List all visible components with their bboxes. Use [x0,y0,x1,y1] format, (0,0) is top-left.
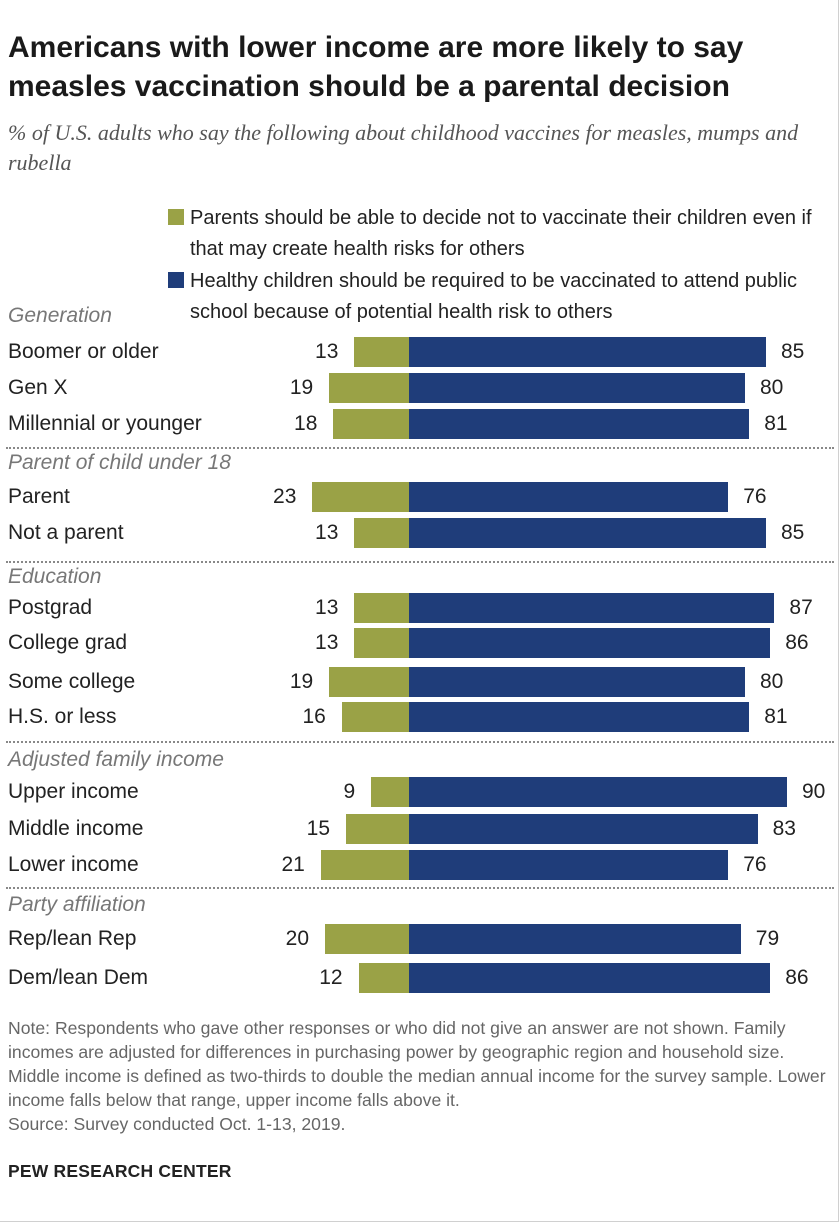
value-label-green: 20 [285,927,309,950]
group-separator [6,741,834,743]
chart-title: Americans with lower income are more lik… [8,31,744,103]
group-separator [6,561,834,563]
group-label: Party affiliation [8,893,146,916]
bar-blue [409,409,750,439]
value-label-green: 12 [319,966,343,989]
value-label-blue: 76 [743,853,767,876]
row-label: Dem/lean Dem [8,966,149,989]
value-label-blue: 79 [755,927,780,950]
bar-green [354,337,409,367]
row-label: Some college [8,670,136,693]
value-label-green: 15 [306,817,330,840]
row-label: Rep/lean Rep [8,927,137,950]
bar-green [325,924,409,954]
chart-subtitle: % of U.S. adults who say the following a… [8,120,799,175]
bar-blue [409,850,729,880]
value-label-green: 13 [315,340,339,363]
value-label-blue: 81 [764,705,788,728]
brand-logo-text: PEW RESEARCH CENTER [8,1161,232,1181]
bar-green [341,702,409,732]
chart-note: Note: Respondents who gave other respons… [8,1016,834,1136]
value-label-green: 13 [315,631,339,654]
row-label: Gen X [8,376,68,399]
bar-blue [409,593,775,623]
group-separator [6,447,834,449]
source-text: Source: Survey conducted Oct. 1-13, 2019… [8,1114,346,1134]
value-label-blue: 86 [785,631,809,654]
row-label: Middle income [8,817,144,840]
bar-green [312,482,409,512]
bar-green [329,667,409,697]
legend-swatch-green [168,209,184,225]
bar-blue [409,924,741,954]
value-label-green: 23 [273,485,297,508]
value-label-blue: 85 [781,340,805,363]
row-label: Not a parent [8,521,124,544]
row-label: Postgrad [8,596,93,619]
bar-green [354,518,409,548]
group-label: Education [8,565,102,588]
legend-label-green: Parents should be able to decide not to … [190,207,812,260]
value-label-green: 19 [289,376,314,399]
bar-green [329,373,409,403]
value-label-green: 19 [289,670,314,693]
group-label: Generation [8,304,112,327]
bar-blue [409,963,771,993]
bar-green [358,963,409,993]
value-label-blue: 76 [743,485,767,508]
value-label-green: 21 [281,853,305,876]
bar-green [371,777,409,807]
value-label-green: 18 [294,412,318,435]
value-label-blue: 80 [760,376,784,399]
bar-green [354,593,409,623]
bar-blue [409,337,766,367]
bar-green [346,814,409,844]
value-label-blue: 83 [772,817,796,840]
legend-label-blue: Healthy children should be required to b… [190,270,798,323]
value-label-green: 13 [315,596,339,619]
bar-blue [409,702,750,732]
bar-blue [409,814,758,844]
value-label-blue: 80 [760,670,784,693]
value-label-blue: 90 [802,780,826,803]
row-label: Lower income [8,853,139,876]
group-label: Adjusted family income [8,748,224,771]
value-label-blue: 86 [785,966,809,989]
row-label: Parent [8,485,70,508]
value-label-green: 9 [343,780,356,803]
bar-blue [409,628,771,658]
value-label-green: 16 [302,705,326,728]
bar-blue [409,667,745,697]
row-label: College grad [8,631,128,654]
bar-green [320,850,409,880]
bar-blue [409,777,787,807]
value-label-blue: 87 [789,596,813,619]
row-label: Boomer or older [8,340,159,363]
note-text: Note: Respondents who gave other respons… [8,1018,826,1110]
value-label-blue: 81 [764,412,788,435]
group-label: Parent of child under 18 [8,451,231,474]
row-label: H.S. or less [8,705,117,728]
bar-blue [409,373,745,403]
row-label: Millennial or younger [8,412,202,435]
legend-swatch-blue [168,272,184,288]
value-label-green: 13 [315,521,339,544]
bar-blue [409,482,729,512]
bar-green [354,628,409,658]
row-label: Upper income [8,780,139,803]
value-label-blue: 85 [781,521,805,544]
bar-blue [409,518,766,548]
group-separator [6,887,834,889]
bar-green [333,409,409,439]
